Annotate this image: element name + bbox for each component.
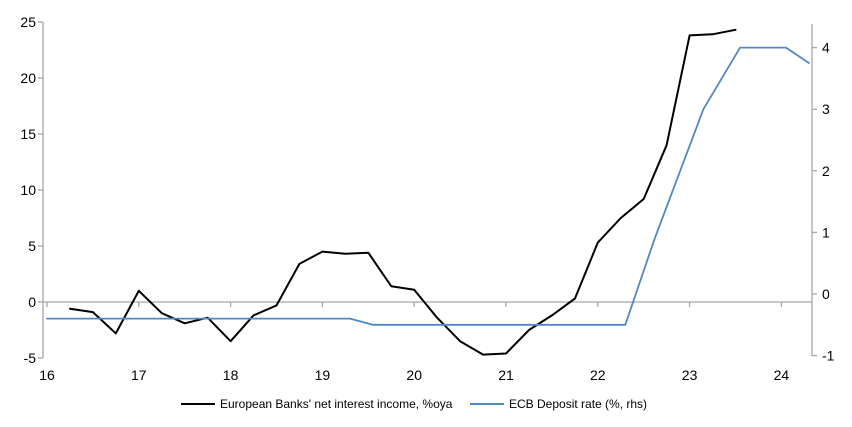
- legend-item-nii: European Banks' net interest income, %oy…: [181, 396, 452, 412]
- left-axis-label: 15: [20, 126, 36, 142]
- left-axis-label: 10: [20, 182, 36, 198]
- ecb-line-swatch: [470, 403, 504, 405]
- right-axis-label: 2: [822, 163, 830, 179]
- right-axis-label: 4: [822, 40, 830, 56]
- x-axis-label: 24: [774, 367, 790, 383]
- chart-legend: European Banks' net interest income, %oy…: [0, 396, 852, 414]
- ecb-line-series: [46, 46, 810, 326]
- right-axis-label: -1: [822, 348, 835, 364]
- x-axis-label: 18: [223, 367, 239, 383]
- x-axis-label: 23: [682, 367, 698, 383]
- right-axis-label: 0: [822, 286, 830, 302]
- legend-label-ecb: ECB Deposit rate (%, rhs): [509, 397, 648, 411]
- left-axis-label: -5: [24, 350, 37, 366]
- x-axis-label: 22: [590, 367, 606, 383]
- nii-line-swatch: [181, 403, 215, 405]
- x-axis-label: 19: [315, 367, 331, 383]
- left-axis-label: 0: [28, 294, 36, 310]
- x-axis-label: 16: [39, 367, 55, 383]
- legend-label-nii: European Banks' net interest income, %oy…: [220, 397, 453, 411]
- x-axis-label: 17: [131, 367, 147, 383]
- right-axis-label: 1: [822, 224, 830, 240]
- nii-line-series: [69, 28, 737, 356]
- right-axis-label: 3: [822, 101, 830, 117]
- left-axis-label: 5: [28, 238, 36, 254]
- left-axis-label: 20: [20, 70, 36, 86]
- legend-item-ecb: ECB Deposit rate (%, rhs): [470, 396, 647, 412]
- x-axis-label: 20: [406, 367, 422, 383]
- left-axis-label: 25: [20, 14, 36, 30]
- x-axis-label: 21: [498, 367, 514, 383]
